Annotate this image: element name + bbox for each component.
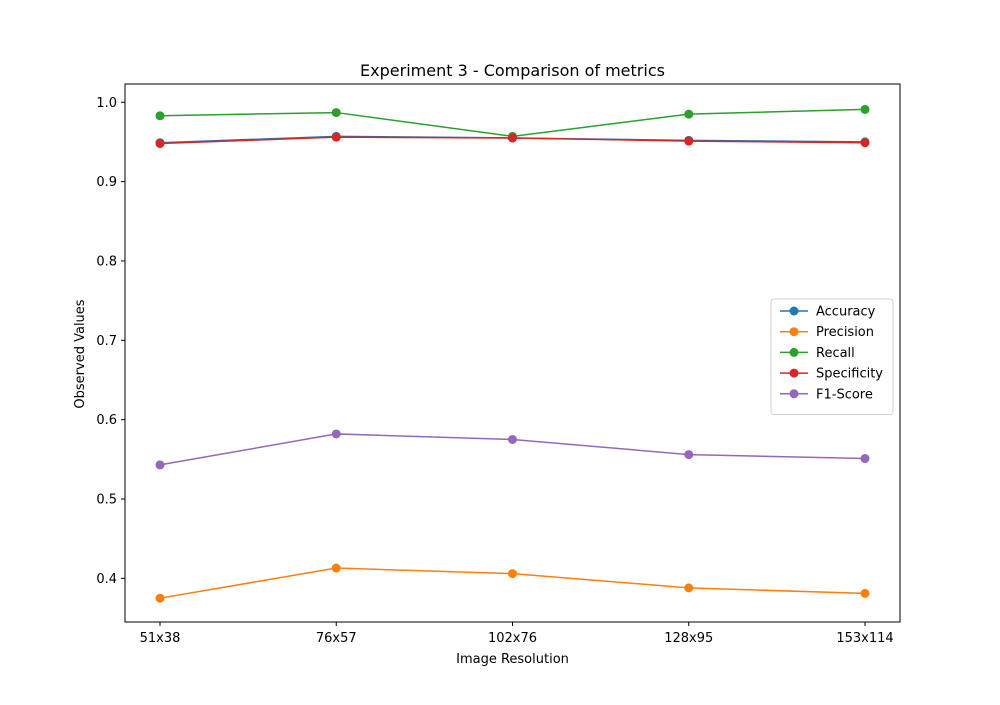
legend-label-precision: Precision (816, 325, 874, 340)
data-point-f1-score (508, 434, 517, 444)
legend-marker-specificity (789, 368, 799, 378)
legend-label-recall: Recall (816, 346, 855, 361)
legend-marker-f1-score (789, 389, 799, 399)
x-tick-label: 128x95 (664, 631, 713, 646)
data-point-f1-score (331, 429, 341, 439)
x-tick-label: 153x114 (836, 631, 893, 646)
x-axis-title: Image Resolution (456, 652, 569, 667)
data-point-specificity (155, 139, 165, 149)
data-point-specificity (860, 138, 870, 148)
legend-label-accuracy: Accuracy (816, 305, 876, 320)
x-tick-label: 51x38 (140, 631, 181, 646)
x-tick-label: 102x76 (488, 631, 537, 646)
y-tick-label: 0.9 (96, 175, 117, 190)
legend-marker-recall (789, 347, 799, 357)
data-point-recall (331, 108, 341, 118)
y-tick-label: 0.7 (96, 334, 117, 349)
data-point-precision (684, 583, 694, 593)
legend-box (770, 298, 894, 415)
data-point-f1-score (860, 454, 870, 464)
data-point-f1-score (684, 450, 694, 460)
data-point-f1-score (155, 460, 165, 470)
data-point-precision (860, 588, 870, 598)
y-tick-label: 1.0 (96, 96, 117, 111)
data-point-precision (508, 569, 517, 579)
data-point-specificity (684, 136, 694, 146)
data-point-recall (684, 109, 694, 119)
y-tick-label: 0.4 (96, 572, 117, 587)
y-tick-label: 0.5 (96, 493, 117, 508)
y-axis-title: Observed Values (73, 299, 88, 408)
y-tick-label: 0.6 (96, 413, 117, 428)
data-point-precision (331, 563, 341, 573)
plot-area: 51x38 76x57 102x76 128x95 153x114 0.4 0.5 0.6 0.… (96, 83, 901, 646)
y-tick-label: 0.8 (96, 254, 117, 269)
data-point-precision (155, 593, 165, 603)
data-point-specificity (508, 133, 517, 143)
legend-marker-accuracy (789, 306, 799, 316)
data-point-recall (155, 111, 165, 121)
data-point-recall (860, 104, 870, 114)
chart-title: Experiment 3 - Comparison of metrics (360, 61, 665, 80)
legend-label-specificity: Specificity (816, 367, 883, 382)
x-tick-label: 76x57 (316, 631, 357, 646)
legend: Accuracy Precision Recall Specificity F1-Sco… (770, 298, 894, 415)
legend-label-f1-score: F1-Score (816, 387, 873, 402)
data-point-specificity (331, 132, 341, 142)
legend-marker-precision (789, 327, 799, 337)
